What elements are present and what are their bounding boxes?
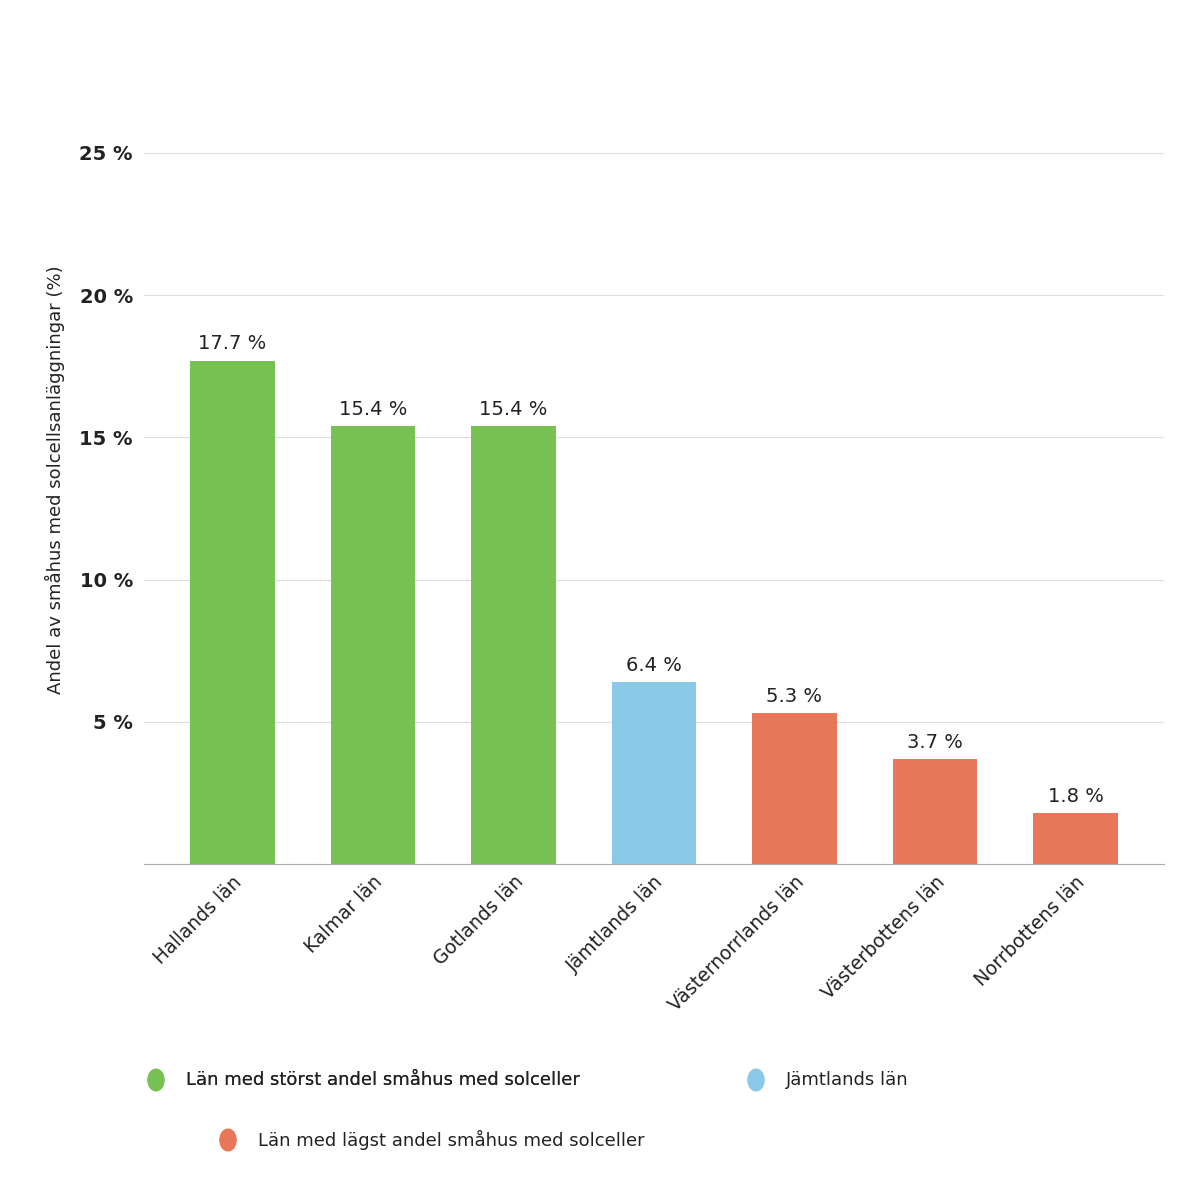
Bar: [893, 758, 977, 864]
Text: 3.7 %: 3.7 %: [907, 733, 962, 751]
Text: Län med lägst andel småhus med solceller: Län med lägst andel småhus med solceller: [258, 1130, 644, 1150]
Ellipse shape: [220, 1129, 236, 1151]
Text: 5.3 %: 5.3 %: [767, 688, 822, 706]
Text: 15.4 %: 15.4 %: [479, 400, 547, 419]
Text: Län med störst andel småhus med solceller: Län med störst andel småhus med solcelle…: [186, 1070, 580, 1090]
Text: 6.4 %: 6.4 %: [626, 656, 682, 674]
Text: 17.7 %: 17.7 %: [198, 335, 266, 354]
Ellipse shape: [748, 1069, 764, 1091]
Bar: [1033, 812, 1117, 864]
Text: 15.4 %: 15.4 %: [338, 400, 407, 419]
Text: Län med störst andel småhus med solceller: Län med störst andel småhus med solcelle…: [186, 1070, 580, 1090]
Bar: [191, 360, 275, 864]
Y-axis label: Andel av småhus med solcellsanläggningar (%): Andel av småhus med solcellsanläggningar…: [46, 265, 66, 695]
Ellipse shape: [148, 1069, 164, 1091]
Bar: [752, 713, 836, 864]
Bar: [472, 426, 556, 864]
Text: 1.8 %: 1.8 %: [1048, 787, 1104, 805]
Bar: [612, 682, 696, 864]
Bar: [331, 426, 415, 864]
Text: Jämtlands län: Jämtlands län: [786, 1070, 908, 1090]
